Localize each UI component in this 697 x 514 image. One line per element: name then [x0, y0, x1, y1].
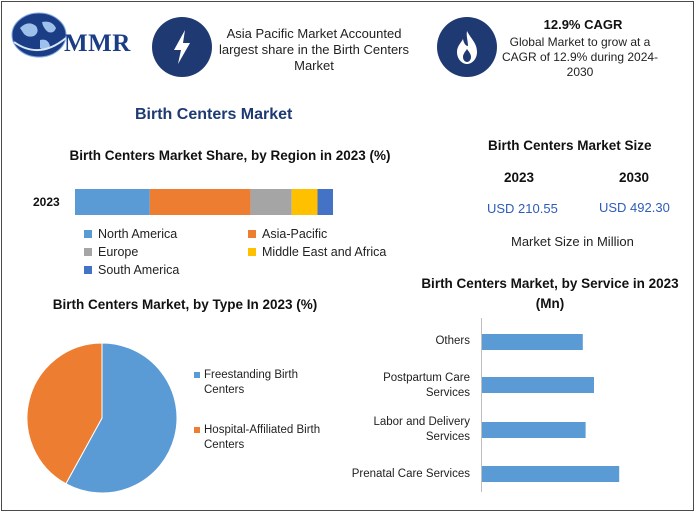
type-chart-title: Birth Centers Market, by Type In 2023 (%… [52, 297, 318, 312]
cagr-title: 12.9% CAGR [543, 17, 623, 32]
region-segment-north-america [75, 189, 150, 215]
legend-swatch [248, 230, 256, 238]
legend-label: Asia-Pacific [262, 227, 328, 241]
region-segment-south-america [317, 189, 333, 215]
region-segment-asia-pacific [149, 189, 251, 215]
legend-item-north-america: North America [84, 227, 177, 241]
legend-item-mea: Middle East and Africa [248, 245, 386, 259]
legend-swatch [248, 248, 256, 256]
service-label-postpartum-text: Postpartum Care Services [383, 372, 470, 399]
page-title: Birth Centers Market [135, 106, 293, 123]
service-bar-prenatal-care-services [482, 466, 620, 482]
legend-label: Middle East and Africa [262, 245, 387, 259]
legend-item-asia-pacific: Asia-Pacific [248, 227, 327, 241]
legend-swatch [84, 266, 92, 274]
service-label-postpartum: Postpartum Care Services [330, 371, 470, 401]
market-size-value-2023: USD 210.55 [487, 201, 558, 216]
legend-label: North America [98, 227, 178, 241]
region-stacked-bar [75, 189, 333, 215]
market-size-year-2023: 2023 [504, 170, 535, 185]
region-segment-middle-east-and-africa [291, 189, 318, 215]
service-label-labor: Labor and Delivery Services [330, 415, 470, 445]
service-bar-labor-and-delivery-services [482, 422, 586, 438]
legend-item-europe: Europe [84, 245, 138, 259]
region-category-label: 2023 [33, 195, 60, 209]
flame-icon [457, 31, 477, 64]
type-pie-chart [26, 342, 178, 494]
market-size-unit: Market Size in Million [511, 234, 634, 249]
legend-label: Hospital-Affiliated Birth Centers [204, 424, 321, 451]
service-bar-chart [482, 334, 620, 482]
region-chart-title: Birth Centers Market Share, by Region in… [69, 148, 391, 163]
legend-label: Europe [98, 245, 139, 259]
legend-swatch [194, 427, 200, 433]
service-bar-others [482, 334, 583, 350]
service-bar-postpartum-care-services [482, 377, 594, 393]
pie-slice-freestanding-birth-centers [65, 342, 178, 494]
lightning-badge [152, 17, 212, 77]
legend-label: South America [98, 263, 180, 277]
flame-badge [437, 17, 497, 77]
region-segment-europe [250, 189, 292, 215]
cagr-description: Global Market to grow at a CAGR of 12.9%… [501, 35, 659, 79]
service-label-labor-text: Labor and Delivery Services [373, 416, 470, 443]
market-size-title: Birth Centers Market Size [488, 138, 652, 153]
legend-label: Freestanding Birth Centers [204, 369, 298, 396]
brand-logo-text: MMR [64, 30, 131, 57]
globe-logo-icon [11, 12, 67, 58]
legend-swatch [84, 230, 92, 238]
service-axis-line [481, 318, 482, 492]
region-highlight-text: Asia Pacific Market Accounted largest sh… [218, 26, 410, 73]
legend-swatch [84, 248, 92, 256]
service-label-others: Others [435, 335, 470, 347]
market-size-value-2030: USD 492.30 [599, 200, 670, 215]
pie-slice-hospital-affiliated-birth-centers [26, 342, 103, 485]
lightning-icon [174, 30, 190, 64]
legend-swatch [194, 372, 200, 378]
service-label-prenatal: Prenatal Care Services [351, 468, 470, 480]
service-chart-title: Birth Centers Market, by Service in 2023… [421, 276, 679, 311]
market-size-year-2030: 2030 [619, 170, 650, 185]
legend-item-south-america: South America [84, 263, 179, 277]
